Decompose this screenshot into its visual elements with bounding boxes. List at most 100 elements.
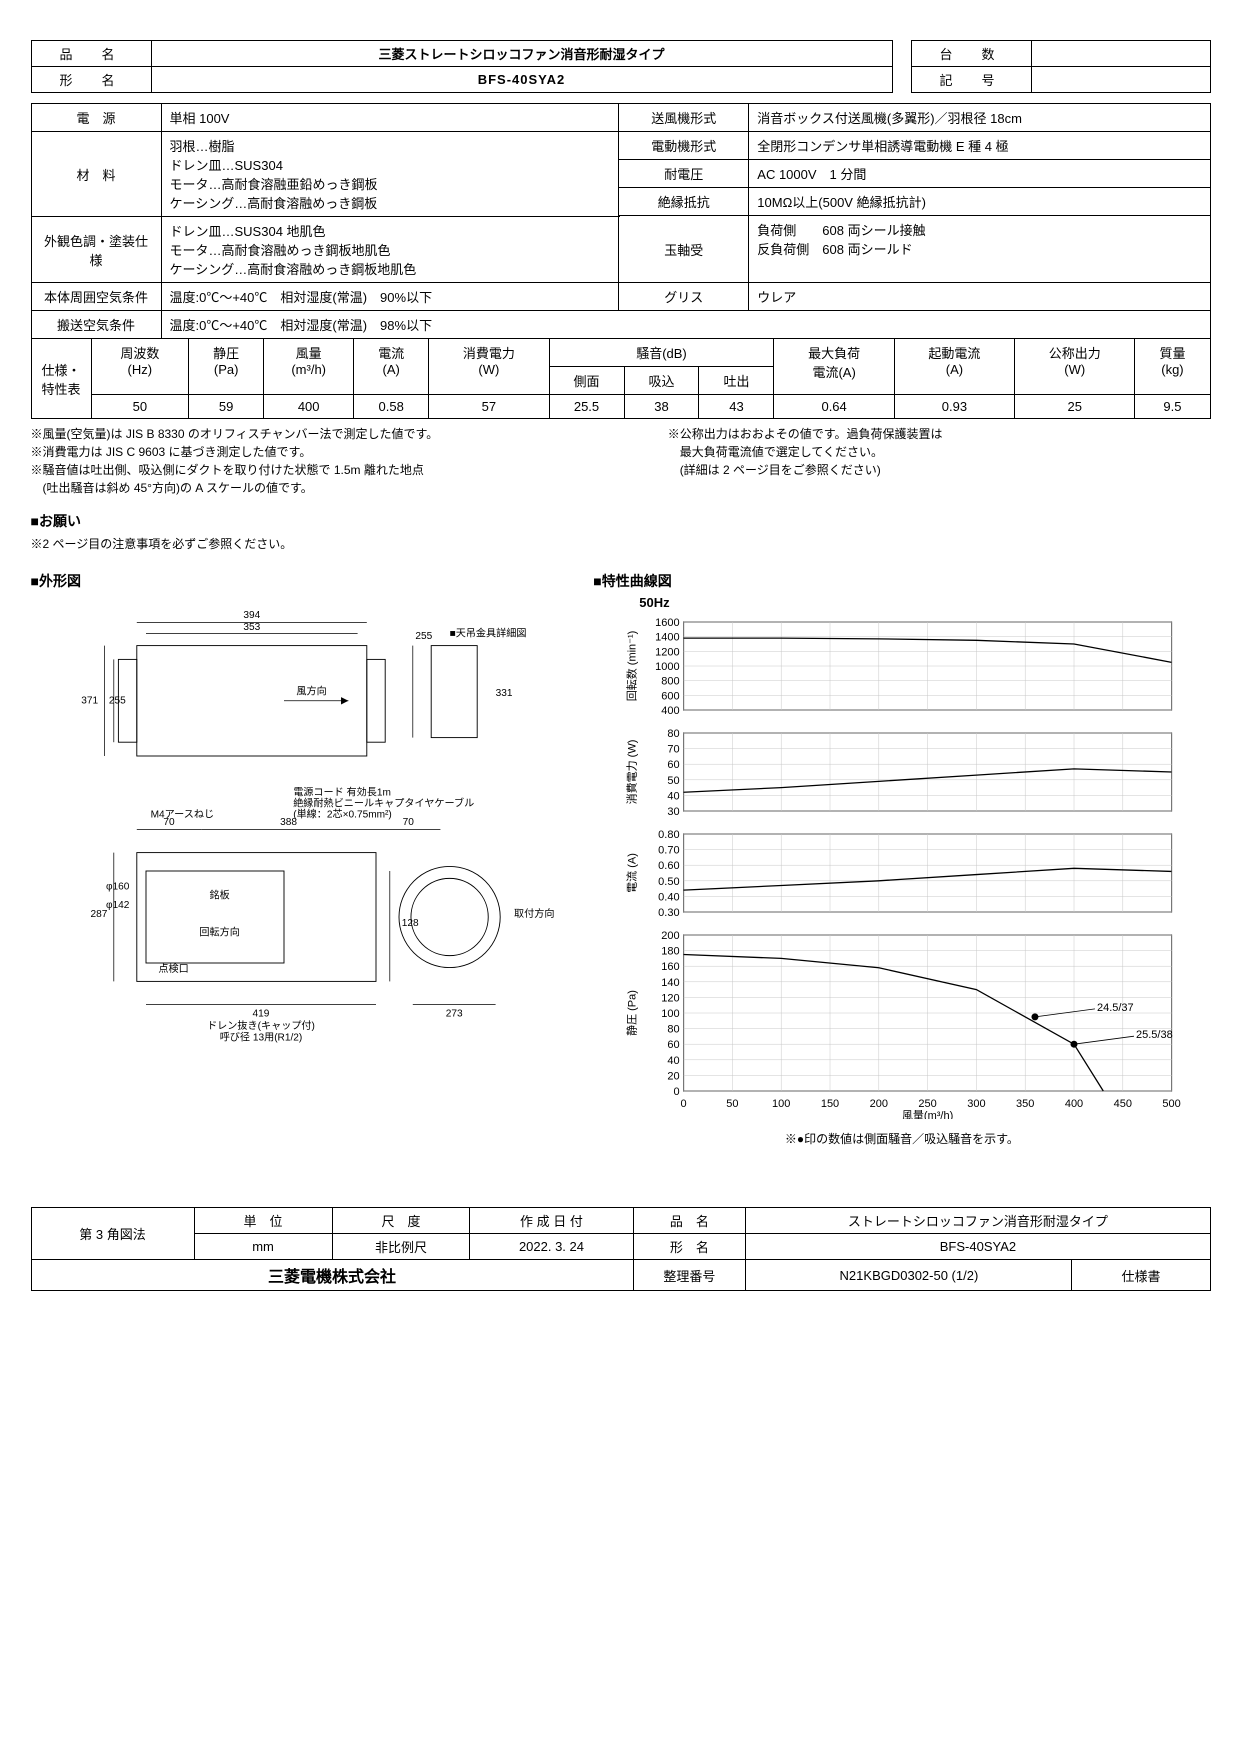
svg-text:500: 500 xyxy=(1163,1098,1181,1110)
chart: 0.300.400.500.600.700.80電流 (A) xyxy=(593,828,1210,921)
svg-text:取付方向: 取付方向 xyxy=(513,907,553,920)
svg-text:394: 394 xyxy=(243,610,260,621)
svg-text:200: 200 xyxy=(870,1098,888,1110)
svg-text:0.30: 0.30 xyxy=(658,907,679,918)
svg-text:255: 255 xyxy=(415,631,432,642)
svg-text:40: 40 xyxy=(668,1055,680,1067)
svg-text:φ160: φ160 xyxy=(106,881,130,892)
f-name-label: 品 名 xyxy=(633,1208,746,1234)
svg-text:回転数 (min⁻¹): 回転数 (min⁻¹) xyxy=(626,631,639,702)
footer-table: 第 3 角図法 単 位 尺 度 作 成 日 付 品 名 ストレートシロッコファン… xyxy=(31,1207,1211,1291)
perf-cell: 43 xyxy=(699,395,774,419)
f-model: BFS-40SYA2 xyxy=(746,1234,1210,1260)
convey-label: 搬送空気条件 xyxy=(31,311,161,339)
svg-text:40: 40 xyxy=(668,790,680,802)
perf-cell: 0.64 xyxy=(774,395,894,419)
svg-text:353: 353 xyxy=(243,622,260,633)
perf-col: 最大負荷電流(A) xyxy=(774,339,894,395)
svg-text:450: 450 xyxy=(1114,1098,1132,1110)
svg-text:0.40: 0.40 xyxy=(658,891,679,903)
paint-value: ドレン皿…SUS304 地肌色 モータ…高耐食溶融めっき鋼板地肌色 ケーシング…… xyxy=(161,217,619,283)
svg-text:350: 350 xyxy=(1016,1098,1034,1110)
perf-col: 起動電流(A) xyxy=(894,339,1014,395)
perf-noise-sub: 吸込 xyxy=(624,367,699,395)
svg-text:100: 100 xyxy=(772,1098,790,1110)
svg-text:静圧 (Pa): 静圧 (Pa) xyxy=(625,990,639,1036)
outline-title: ■外形図 xyxy=(31,571,574,591)
perf-cell: 38 xyxy=(624,395,699,419)
insul-value: 10MΩ以上(500V 絶縁抵抗計) xyxy=(749,188,1210,216)
blower-value: 消音ボックス付送風機(多翼形)／羽根径 18cm xyxy=(749,104,1210,132)
motor-label: 電動機形式 xyxy=(619,132,749,160)
model-label: 形 名 xyxy=(31,67,151,93)
qty-value xyxy=(1031,41,1210,67)
svg-text:800: 800 xyxy=(662,676,680,688)
withstand-value: AC 1000V 1 分間 xyxy=(749,160,1210,188)
doc-type: 仕様書 xyxy=(1072,1260,1210,1291)
svg-text:160: 160 xyxy=(662,961,680,973)
svg-text:60: 60 xyxy=(668,759,680,771)
mark-value xyxy=(1031,67,1210,93)
model-number: BFS-40SYA2 xyxy=(151,67,892,93)
svg-text:■天吊金具詳細図: ■天吊金具詳細図 xyxy=(449,626,526,639)
product-name: 三菱ストレートシロッコファン消音形耐湿タイプ xyxy=(151,41,892,67)
motor-value: 全閉形コンデンサ単相誘導電動機 E 種 4 極 xyxy=(749,132,1210,160)
doc-label: 整理番号 xyxy=(633,1260,746,1291)
perf-cell: 50 xyxy=(91,395,189,419)
withstand-label: 耐電圧 xyxy=(619,160,749,188)
performance-table: 仕様・特性表周波数(Hz)静圧(Pa)風量(m³/h)電流(A)消費電力(W)騒… xyxy=(31,338,1211,419)
name-label: 品 名 xyxy=(31,41,151,67)
perf-noise-sub: 吐出 xyxy=(699,367,774,395)
date: 2022. 3. 24 xyxy=(470,1234,633,1260)
svg-text:24.5/37: 24.5/37 xyxy=(1097,1002,1134,1014)
svg-text:300: 300 xyxy=(968,1098,986,1110)
notes-block: ※風量(空気量)は JIS B 8330 のオリフィスチャンバー法で測定した値で… xyxy=(31,425,1211,497)
perf-col: 質量(kg) xyxy=(1135,339,1210,395)
svg-text:25.5/38: 25.5/38 xyxy=(1136,1029,1173,1041)
chart: 0501001502002503003504004505000204060801… xyxy=(593,929,1210,1122)
chart: 304050607080消費電力 (W) xyxy=(593,727,1210,820)
svg-text:風量(m³/h): 風量(m³/h) xyxy=(902,1109,953,1119)
power-value: 単相 100V xyxy=(161,104,619,132)
svg-text:絶縁耐熱ビニールキャプタイヤケーブル: 絶縁耐熱ビニールキャプタイヤケーブル xyxy=(293,797,474,810)
svg-text:1000: 1000 xyxy=(655,661,679,673)
svg-text:150: 150 xyxy=(821,1098,839,1110)
doc-number: N21KBGD0302-50 (1/2) xyxy=(746,1260,1072,1291)
svg-text:0: 0 xyxy=(681,1098,687,1110)
perf-group-label: 仕様・特性表 xyxy=(31,339,91,419)
unit-label: 単 位 xyxy=(194,1208,332,1234)
header-left: 品 名 三菱ストレートシロッコファン消音形耐湿タイプ 形 名 BFS-40SYA… xyxy=(31,40,893,93)
note-line: ※公称出力はおおよその値です。過負荷保護装置は xyxy=(668,425,943,443)
svg-text:0.60: 0.60 xyxy=(658,860,679,872)
ambient-value: 温度:0℃～+40℃ 相対湿度(常温) 90%以下 xyxy=(161,283,619,311)
date-label: 作 成 日 付 xyxy=(470,1208,633,1234)
svg-text:30: 30 xyxy=(668,806,680,817)
note-line: ※風量(空気量)は JIS B 8330 のオリフィスチャンバー法で測定した値で… xyxy=(31,425,668,443)
power-label: 電 源 xyxy=(31,104,161,132)
chart-note: ※●印の数値は側面騒音／吸込騒音を示す。 xyxy=(593,1130,1210,1147)
request-title: ■お願い xyxy=(31,511,1211,531)
curve-freq: 50Hz xyxy=(639,595,1210,610)
svg-text:風方向: 風方向 xyxy=(296,684,326,697)
svg-text:50: 50 xyxy=(668,775,680,787)
svg-text:20: 20 xyxy=(668,1070,680,1082)
chart: 4006008001000120014001600回転数 (min⁻¹) xyxy=(593,616,1210,719)
svg-text:80: 80 xyxy=(668,728,680,740)
f-name: ストレートシロッコファン消音形耐湿タイプ xyxy=(746,1208,1210,1234)
svg-text:0.80: 0.80 xyxy=(658,829,679,841)
material-value: 羽根…樹脂 ドレン皿…SUS304 モータ…高耐食溶融亜鉛めっき鋼板 ケーシング… xyxy=(161,132,619,217)
insul-label: 絶縁抵抗 xyxy=(619,188,749,216)
svg-text:250: 250 xyxy=(919,1098,937,1110)
perf-cell: 25.5 xyxy=(549,395,624,419)
grease-label: グリス xyxy=(619,283,749,311)
note-line: ※騒音値は吐出側、吸込側にダクトを取り付けた状態で 1.5m 離れた地点 xyxy=(31,461,668,479)
perf-cell: 9.5 xyxy=(1135,395,1210,419)
svg-text:0.50: 0.50 xyxy=(658,876,679,888)
svg-text:1200: 1200 xyxy=(655,646,679,658)
perf-col: 消費電力(W) xyxy=(429,339,549,395)
mark-label: 記 号 xyxy=(911,67,1031,93)
scale: 非比例尺 xyxy=(332,1234,470,1260)
svg-text:419: 419 xyxy=(252,1008,269,1019)
perf-cell: 59 xyxy=(189,395,264,419)
bearing-value: 負荷側 608 両シール接触 反負荷側 608 両シールド xyxy=(749,216,1210,283)
